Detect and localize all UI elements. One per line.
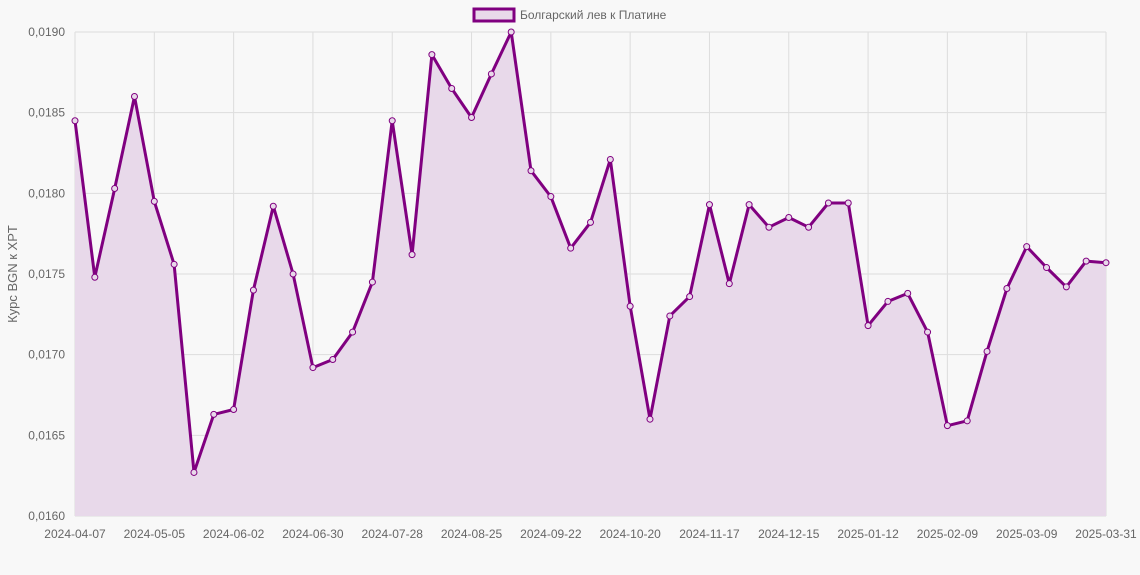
data-point	[170, 260, 178, 268]
data-point	[963, 417, 971, 425]
y-tick-label: 0,0175	[28, 267, 65, 281]
data-point	[1003, 285, 1011, 293]
data-point	[606, 155, 614, 163]
data-point	[309, 364, 317, 372]
x-tick-label: 2024-09-22	[520, 527, 582, 541]
y-tick-label: 0,0190	[28, 25, 65, 39]
data-point	[1082, 257, 1090, 265]
data-point	[269, 202, 277, 210]
data-point	[824, 199, 832, 207]
data-point	[130, 93, 138, 101]
data-point	[547, 193, 555, 201]
data-point	[210, 410, 218, 418]
data-point	[249, 286, 257, 294]
legend-swatch[interactable]	[472, 7, 516, 23]
data-point	[388, 117, 396, 125]
data-point	[329, 356, 337, 364]
y-tick-label: 0,0185	[28, 106, 65, 120]
x-axis-ticks: 2024-04-07 2024-05-05 2024-06-02 2024-06-30…	[44, 527, 1137, 541]
data-point	[289, 270, 297, 278]
x-tick-label: 2024-06-30	[282, 527, 344, 541]
data-point	[844, 199, 852, 207]
data-point	[864, 322, 872, 330]
data-point	[646, 415, 654, 423]
data-point	[666, 312, 674, 320]
x-tick-label: 2024-06-02	[203, 527, 265, 541]
data-point	[1043, 264, 1051, 272]
data-point	[91, 273, 99, 281]
legend[interactable]: Болгарский лев к Платине	[472, 7, 667, 23]
x-tick-label: 2024-12-15	[758, 527, 820, 541]
x-tick-label: 2024-07-28	[362, 527, 424, 541]
series-area-fill	[75, 32, 1106, 516]
data-point	[408, 251, 416, 259]
data-point	[686, 293, 694, 301]
x-tick-label: 2025-03-09	[996, 527, 1058, 541]
y-tick-label: 0,0170	[28, 348, 65, 362]
data-point	[587, 218, 594, 226]
data-point	[468, 114, 476, 122]
data-point	[368, 278, 376, 286]
legend-label[interactable]: Болгарский лев к Платине	[520, 8, 667, 22]
y-tick-label: 0,0160	[28, 509, 65, 523]
data-point	[507, 28, 515, 36]
data-point	[924, 328, 932, 336]
data-point	[1062, 283, 1070, 291]
data-point	[745, 201, 753, 209]
data-point	[626, 302, 634, 310]
data-point	[943, 422, 951, 430]
data-point	[567, 244, 575, 252]
data-point	[349, 328, 357, 336]
y-axis-ticks: 0,0190 0,0185 0,0180 0,0175 0,0170 0,0165 0,01…	[28, 25, 65, 523]
data-point	[150, 197, 158, 205]
x-tick-label: 2025-02-09	[917, 527, 979, 541]
x-tick-label: 2024-05-05	[124, 527, 186, 541]
data-point	[805, 223, 813, 231]
data-point	[190, 468, 198, 476]
data-point	[765, 223, 773, 231]
data-point	[230, 406, 238, 414]
y-tick-label: 0,0180	[28, 186, 65, 200]
data-point	[904, 289, 912, 297]
data-point	[487, 70, 495, 78]
y-tick-label: 0,0165	[28, 428, 65, 442]
x-tick-label: 2024-08-25	[441, 527, 503, 541]
data-point	[448, 84, 456, 92]
y-axis-title: Курс BGN к XPT	[5, 225, 20, 323]
x-tick-label: 2024-11-17	[679, 527, 740, 541]
data-point	[428, 51, 436, 59]
data-point	[884, 297, 892, 305]
x-tick-label: 2024-04-07	[44, 527, 106, 541]
x-tick-label: 2025-03-31	[1075, 527, 1137, 541]
data-point	[785, 214, 793, 222]
data-points	[71, 28, 1110, 476]
data-point	[71, 117, 79, 125]
x-tick-label: 2024-10-20	[599, 527, 661, 541]
data-point	[1102, 259, 1110, 267]
data-point	[983, 347, 991, 355]
x-tick-label: 2025-01-12	[837, 527, 899, 541]
data-point	[705, 201, 713, 209]
data-point	[527, 167, 535, 175]
data-point	[725, 280, 733, 288]
data-point	[1023, 243, 1031, 251]
data-point	[111, 184, 119, 192]
